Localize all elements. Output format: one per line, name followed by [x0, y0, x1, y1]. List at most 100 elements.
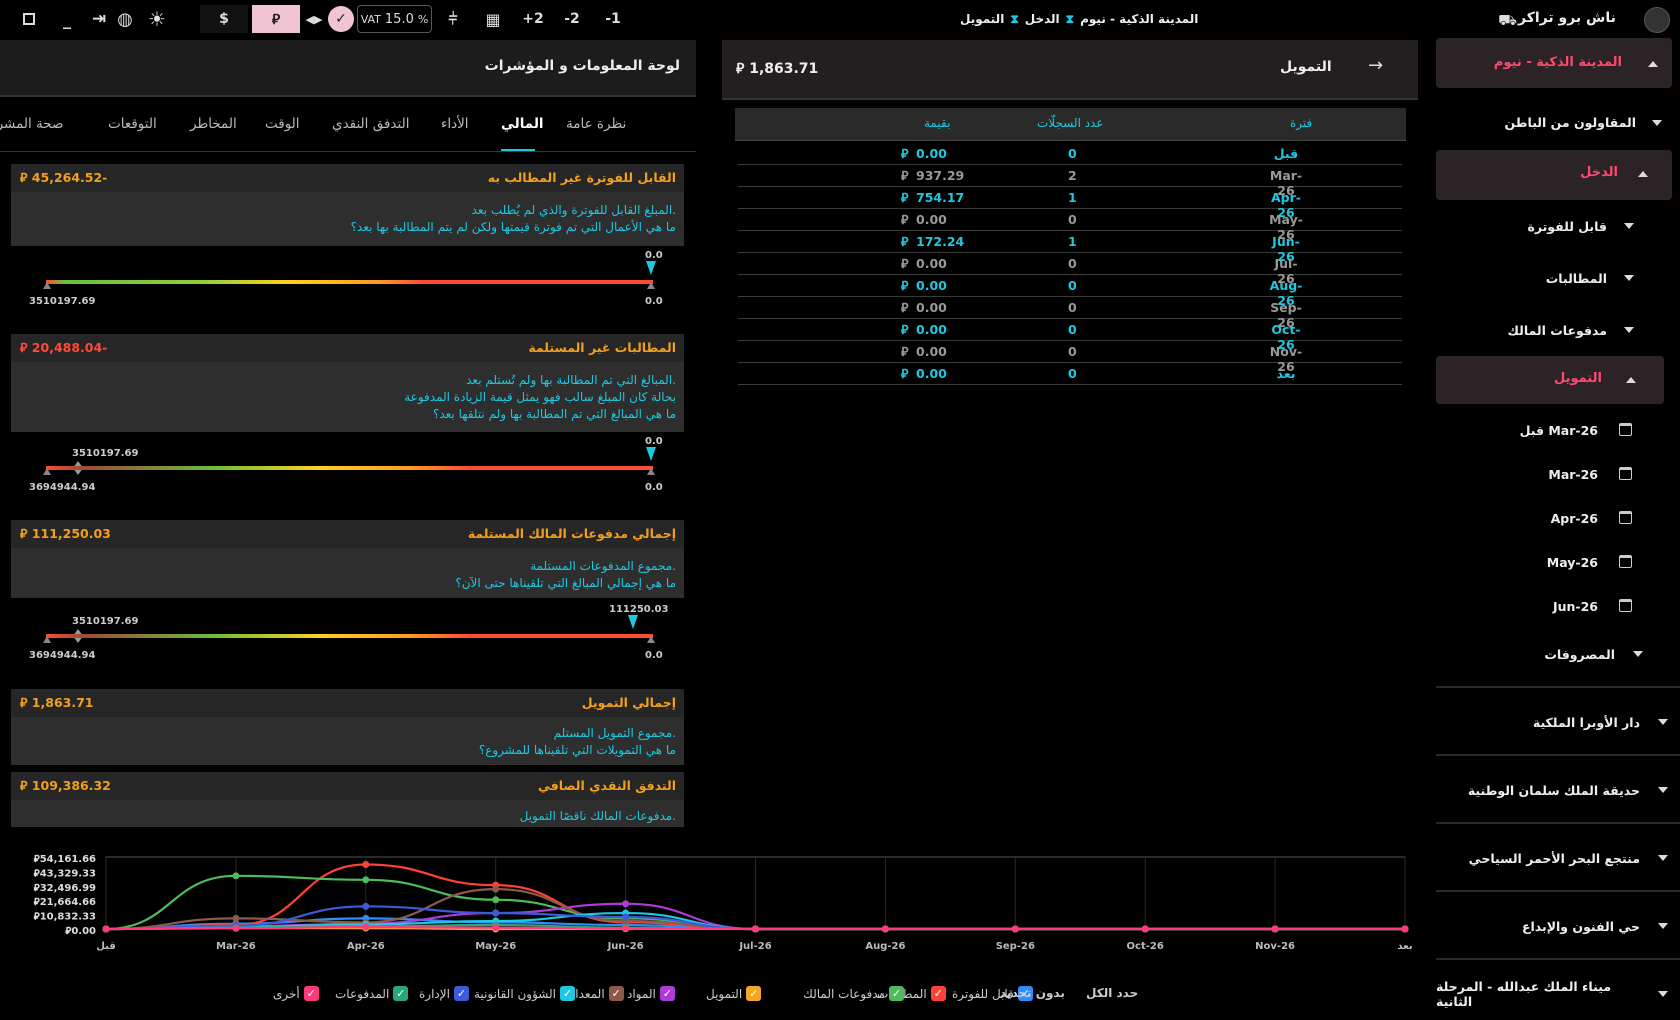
top-bar: _ ⇥ ◍ ☀ $ ⃁ ◀▶ ✓ VAT 15.0 % ⫩ ▦ +2 -2 -1…: [0, 0, 1680, 38]
tab-financial[interactable]: المالي: [501, 116, 544, 132]
checkbox-icon[interactable]: ✓: [608, 986, 624, 1001]
checkbox-icon[interactable]: ✓: [559, 986, 575, 1001]
tab-risks[interactable]: المخاطر: [190, 116, 237, 132]
data-point: [232, 872, 240, 880]
legend-item[interactable]: مدفوعات المالك ✓: [803, 986, 904, 1001]
checkbox-icon[interactable]: ✓: [659, 986, 675, 1001]
checkbox-icon[interactable]: ✓: [930, 986, 946, 1001]
table-row[interactable]: ⃁ 0.00 0 Nov-26: [738, 341, 1402, 374]
table-row[interactable]: ⃁ 754.17 1 Apr-26: [738, 187, 1402, 220]
sidebar-item-owner-payments[interactable]: مدفوعات المالك: [1507, 322, 1607, 338]
avatar[interactable]: [1644, 7, 1670, 33]
sidebar-project-item[interactable]: منتجع البحر الأحمر السياحي: [1468, 850, 1640, 866]
gauge-left-label: 3510197.69: [29, 296, 96, 307]
tab-cashflow[interactable]: التدفق النقدي: [332, 116, 410, 132]
table-row[interactable]: ⃁ 0.00 0 Sep-26: [738, 297, 1402, 330]
legend-item[interactable]: الشؤون القانونية ✓: [474, 986, 575, 1001]
arrow-right-icon[interactable]: →: [1368, 55, 1384, 76]
globe-icon[interactable]: ◍: [117, 8, 133, 30]
currency-sar-button[interactable]: ⃁: [252, 5, 300, 33]
data-point: [362, 876, 370, 884]
sidebar-project-item[interactable]: حي الفنون والإبداع: [1521, 918, 1640, 934]
legend-item[interactable]: المواد ✓: [627, 986, 675, 1001]
direction-toggle-icon[interactable]: ◀▶: [305, 12, 323, 26]
step-minus2-button[interactable]: -2: [564, 11, 580, 27]
vat-value[interactable]: 15.0: [384, 11, 414, 27]
sidebar-project-item[interactable]: حديقة الملك سلمان الوطنية: [1467, 782, 1640, 798]
tab-performance[interactable]: الأداء: [441, 116, 469, 132]
sidebar-period-item[interactable]: May-26: [1546, 554, 1598, 570]
legend-item[interactable]: أخرى ✓: [273, 986, 319, 1001]
logout-icon[interactable]: ⇥: [91, 9, 107, 29]
financing-total: ⃁ 1,863.71: [736, 61, 819, 77]
chevron-up-icon: [1626, 377, 1636, 383]
checkbox-icon[interactable]: ✓: [303, 986, 319, 1001]
table-row[interactable]: ⃁ 937.29 2 Mar-26: [738, 165, 1402, 198]
table-row[interactable]: ⃁ 0.00 0 قبل: [738, 143, 1402, 165]
chevron-down-icon[interactable]: [1658, 923, 1668, 929]
checkbox-icon[interactable]: ✓: [393, 986, 409, 1001]
table-row[interactable]: ⃁ 0.00 0 بعد: [738, 363, 1402, 385]
table-row[interactable]: ⃁ 0.00 0 Aug-26: [738, 275, 1402, 308]
checkbox-icon[interactable]: ✓: [888, 986, 904, 1001]
tab-overview[interactable]: نظرة عامة: [566, 116, 627, 132]
chevron-down-icon[interactable]: [1633, 651, 1643, 657]
legend-item[interactable]: الإدارة ✓: [419, 986, 469, 1001]
legend-item[interactable]: المدفوعات ✓: [335, 986, 409, 1001]
chevron-down-icon[interactable]: [1624, 327, 1634, 333]
minimize-icon[interactable]: _: [63, 9, 71, 29]
sidebar-period-item[interactable]: Jun-26: [1552, 598, 1598, 614]
legend-item[interactable]: قابل للفوترة ✓: [952, 986, 1033, 1001]
sidebar-income-header[interactable]: الدخل: [1436, 150, 1672, 200]
chevron-down-icon[interactable]: [1658, 719, 1668, 725]
sidebar-project-item[interactable]: ميناء الملك عبدالله - المرحلة الثانية: [1436, 979, 1612, 1009]
table-row[interactable]: ⃁ 172.24 1 Jun-26: [738, 231, 1402, 264]
breadcrumb-project[interactable]: المدينة الذكية - نيوم: [1080, 12, 1199, 26]
tab-forecasts[interactable]: التوقعات: [108, 116, 157, 132]
chevron-down-icon[interactable]: [1658, 787, 1668, 793]
sidebar-item-claims[interactable]: المطالبات: [1545, 270, 1607, 286]
checkbox-icon[interactable]: ✓: [746, 986, 762, 1001]
tab-project-health[interactable]: صحة المشروع: [0, 116, 64, 132]
select-none-button[interactable]: بدون تحديد: [1000, 986, 1065, 1000]
chevron-down-icon[interactable]: [1658, 991, 1668, 997]
sidebar-project-header[interactable]: المدينة الذكية - نيوم: [1436, 38, 1672, 88]
sidebar-project-item[interactable]: دار الأوبرا الملكية: [1532, 714, 1640, 730]
theme-sun-icon[interactable]: ☀: [148, 7, 166, 31]
chevron-down-icon[interactable]: [1624, 223, 1634, 229]
align-icon[interactable]: ⫩: [448, 9, 458, 28]
checkbox-icon[interactable]: ✓: [1017, 986, 1033, 1001]
x-tick-label: Aug-26: [865, 941, 905, 952]
vat-label: VAT: [360, 12, 381, 26]
cell-count: 0: [1068, 146, 1077, 161]
chevron-down-icon[interactable]: [1624, 275, 1634, 281]
table-row[interactable]: ⃁ 0.00 0 May-26: [738, 209, 1402, 242]
confirm-check-icon[interactable]: ✓: [328, 6, 354, 32]
window-icon[interactable]: [18, 5, 40, 33]
legend-item[interactable]: التمويل ✓: [706, 986, 762, 1001]
breadcrumb-financing[interactable]: التمويل: [960, 12, 1005, 26]
table-row[interactable]: ⃁ 0.00 0 Oct-26: [738, 319, 1402, 352]
checkbox-icon[interactable]: ✓: [453, 986, 469, 1001]
layout-grid-icon[interactable]: ▦: [485, 9, 501, 29]
legend-label: الشؤون القانونية: [474, 986, 556, 1001]
table-row[interactable]: ⃁ 0.00 0 Jul-26: [738, 253, 1402, 286]
tab-time[interactable]: الوقت: [265, 116, 300, 132]
brand-name: ناش برو تراكر: [1518, 10, 1616, 26]
data-point: [492, 909, 500, 917]
select-all-button[interactable]: حدد الكل: [1086, 986, 1139, 1000]
breadcrumb-income[interactable]: الدخل: [1024, 12, 1060, 26]
sidebar-period-item[interactable]: Apr-26: [1550, 510, 1598, 526]
sidebar-item-subcontractors[interactable]: المقاولون من الباطن: [1504, 114, 1636, 130]
sidebar-financing-header[interactable]: التمويل: [1436, 356, 1664, 404]
sidebar-period-item[interactable]: Mar-26: [1548, 466, 1598, 482]
sidebar-item-billable[interactable]: قابل للفوترة: [1527, 218, 1607, 234]
step-minus1-button[interactable]: -1: [605, 11, 621, 27]
step-plus2-button[interactable]: +2: [522, 11, 544, 27]
vat-field[interactable]: VAT 15.0 %: [357, 5, 432, 33]
currency-usd-button[interactable]: $: [200, 5, 248, 33]
sidebar-period-item[interactable]: قبل Mar-26: [1519, 422, 1598, 438]
sidebar-item-expenses[interactable]: المصروفات: [1544, 646, 1615, 662]
chevron-down-icon[interactable]: [1658, 855, 1668, 861]
chevron-down-icon[interactable]: [1652, 120, 1662, 126]
